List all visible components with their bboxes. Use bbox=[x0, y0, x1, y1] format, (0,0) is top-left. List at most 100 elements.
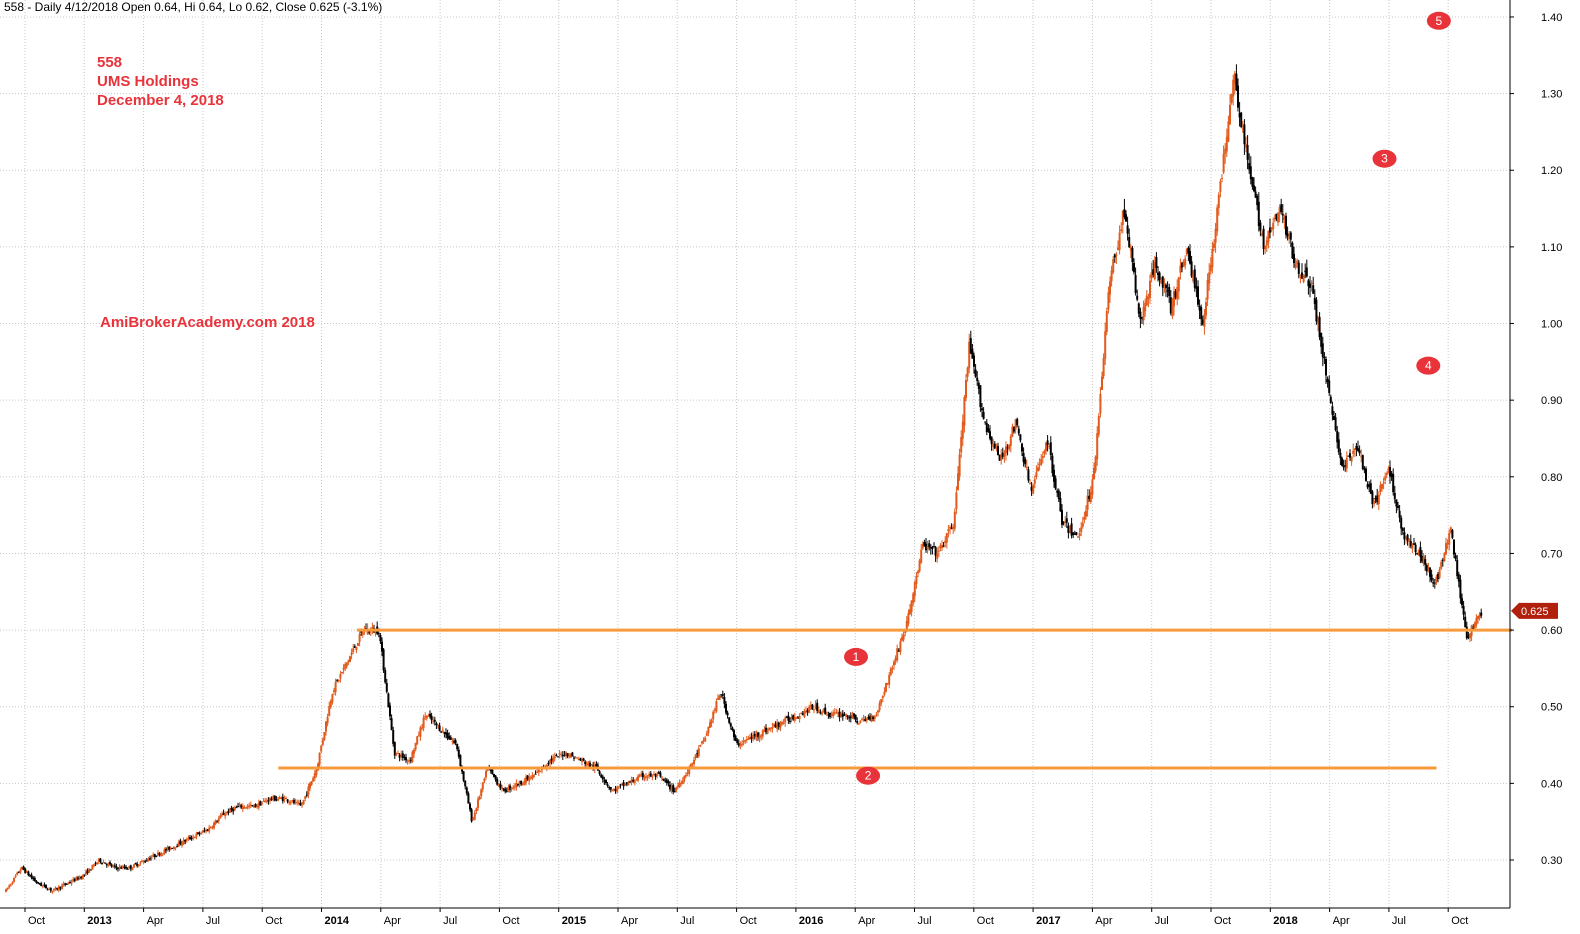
candle-body bbox=[302, 799, 305, 804]
candle-body bbox=[1293, 253, 1295, 264]
candle-body bbox=[984, 421, 987, 423]
candle-down bbox=[1461, 593, 1463, 609]
candle-body bbox=[617, 786, 620, 788]
candle-body bbox=[1464, 616, 1467, 628]
candle-body bbox=[1048, 445, 1051, 447]
candle-up bbox=[320, 745, 323, 754]
candle-body bbox=[285, 797, 287, 799]
candle-down bbox=[557, 756, 559, 758]
candle-body bbox=[808, 706, 811, 713]
candle-body bbox=[606, 784, 609, 786]
candle-body bbox=[645, 776, 647, 778]
candle-down bbox=[664, 777, 667, 783]
candle-body bbox=[1115, 254, 1118, 256]
candle-body bbox=[840, 713, 843, 717]
candle-body bbox=[1272, 222, 1275, 230]
candle-body bbox=[1304, 270, 1307, 272]
candle-body bbox=[1422, 556, 1425, 565]
candle-body bbox=[1086, 495, 1089, 510]
candle-body bbox=[1080, 527, 1083, 533]
candle-up bbox=[822, 708, 825, 713]
candle-body bbox=[744, 739, 747, 742]
candle-up bbox=[1445, 537, 1447, 555]
candle-up bbox=[805, 706, 807, 714]
candle-body bbox=[641, 772, 644, 778]
candle-down bbox=[453, 738, 455, 745]
candle-down bbox=[227, 808, 230, 816]
candle-up bbox=[277, 797, 279, 801]
candle-body bbox=[976, 377, 979, 381]
candle-down bbox=[1333, 410, 1335, 421]
candle-body bbox=[1265, 240, 1268, 246]
candle-body bbox=[685, 774, 687, 776]
candle-body bbox=[29, 875, 31, 877]
candle-up bbox=[553, 752, 556, 762]
candle-down bbox=[1027, 466, 1030, 483]
candle-up bbox=[685, 772, 687, 779]
candle-body bbox=[281, 796, 284, 802]
candle-down bbox=[632, 776, 635, 783]
candle-body bbox=[1171, 304, 1174, 317]
candle-down bbox=[237, 802, 239, 808]
candle-down bbox=[305, 791, 308, 798]
candle-body bbox=[1208, 272, 1211, 284]
candle-up bbox=[525, 774, 527, 786]
x-tick-label: Apr bbox=[384, 915, 401, 927]
candle-up bbox=[1150, 262, 1153, 283]
candle-down bbox=[1256, 193, 1259, 211]
candle-body bbox=[1400, 517, 1403, 529]
candle-up bbox=[62, 881, 65, 887]
candle-body bbox=[737, 743, 740, 746]
candle-body bbox=[357, 642, 359, 646]
wave-marker-label: 3 bbox=[1381, 152, 1388, 166]
candle-up bbox=[1449, 526, 1452, 534]
candle-down bbox=[113, 863, 116, 869]
candle-down bbox=[1197, 280, 1199, 307]
candle-body bbox=[1382, 482, 1385, 484]
candle-body bbox=[990, 436, 993, 444]
candle-body bbox=[558, 753, 561, 755]
candle-up bbox=[1381, 483, 1383, 492]
candle-body bbox=[1072, 532, 1075, 535]
candle-body bbox=[101, 862, 103, 864]
candle-body bbox=[174, 847, 177, 849]
candle-down bbox=[934, 545, 937, 562]
candle-down bbox=[849, 712, 852, 723]
candle-body bbox=[945, 533, 948, 543]
candle-body bbox=[609, 787, 612, 790]
candle-body bbox=[1077, 536, 1079, 538]
candle-up bbox=[1176, 279, 1179, 306]
candle-body bbox=[888, 674, 891, 685]
candle-body bbox=[1273, 218, 1276, 220]
candle-body bbox=[776, 722, 779, 730]
candle-body bbox=[654, 773, 657, 777]
candle-body bbox=[355, 646, 358, 651]
candle-body bbox=[833, 712, 836, 714]
candle-body bbox=[267, 800, 270, 802]
candle-up bbox=[617, 785, 620, 790]
candle-body bbox=[99, 858, 102, 863]
candle-body bbox=[950, 527, 953, 529]
candle-up bbox=[1091, 474, 1094, 499]
candle-body bbox=[1016, 418, 1019, 426]
candle-body bbox=[902, 634, 905, 640]
candle-down bbox=[1275, 213, 1278, 222]
candle-body bbox=[1240, 112, 1243, 128]
candle-up bbox=[350, 648, 353, 660]
candle-down bbox=[1401, 527, 1404, 535]
x-tick-label: Jul bbox=[680, 915, 694, 927]
candle-body bbox=[273, 795, 276, 801]
candle-body bbox=[1160, 279, 1163, 284]
candle-body bbox=[173, 846, 175, 849]
candle-body bbox=[1355, 445, 1358, 450]
candle-up bbox=[921, 541, 924, 550]
candle-up bbox=[529, 775, 532, 780]
candle-body bbox=[979, 385, 982, 408]
candle-body bbox=[1088, 495, 1091, 500]
candle-down bbox=[1307, 278, 1310, 295]
candle-up bbox=[102, 859, 105, 864]
candle-body bbox=[933, 546, 935, 548]
candle-body bbox=[1280, 204, 1283, 212]
candle-body bbox=[105, 863, 108, 866]
candle-down bbox=[1432, 577, 1435, 588]
